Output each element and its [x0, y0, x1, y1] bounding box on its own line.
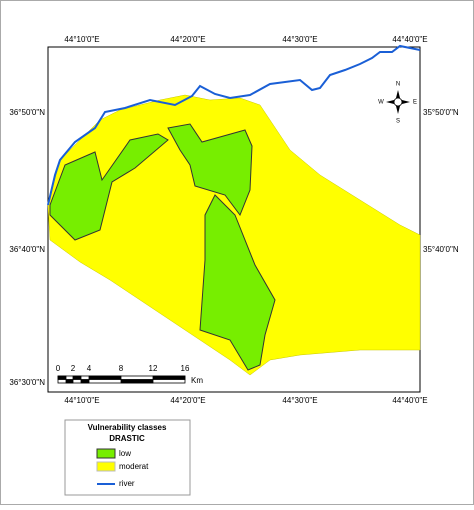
legend-swatch-low — [96, 448, 116, 459]
scale-label: 0 — [56, 364, 61, 373]
compass — [386, 90, 410, 114]
right-coordinate: 35°50'0"N — [423, 108, 459, 117]
compass-e: E — [413, 100, 417, 106]
bottom-coordinate: 44°20'0"E — [170, 396, 205, 405]
compass-n: N — [396, 82, 400, 88]
scale-label: 4 — [87, 364, 92, 373]
scale-unit: Km — [191, 376, 203, 385]
top-coordinate: 44°20'0"E — [170, 35, 205, 44]
compass-s: S — [396, 119, 400, 125]
scale-label: 16 — [181, 364, 190, 373]
low-zone — [49, 133, 169, 241]
scale-bar — [57, 375, 186, 384]
scale-label: 12 — [149, 364, 158, 373]
legend-swatch-moderate — [96, 461, 116, 472]
left-coordinate: 36°30'0"N — [9, 378, 45, 387]
river — [47, 44, 421, 206]
top-coordinate: 44°40'0"E — [392, 35, 427, 44]
legend-label: river — [119, 479, 135, 488]
bottom-coordinate: 44°40'0"E — [392, 396, 427, 405]
right-coordinate: 35°40'0"N — [423, 245, 459, 254]
compass-w: W — [378, 100, 384, 106]
scale-label: 8 — [119, 364, 124, 373]
scale-label: 2 — [71, 364, 76, 373]
bottom-coordinate: 44°30'0"E — [282, 396, 317, 405]
bottom-coordinate: 44°10'0"E — [64, 396, 99, 405]
low-zone — [167, 123, 253, 217]
legend-title: Vulnerability classes — [88, 423, 167, 432]
legend-subtitle: DRASTIC — [109, 434, 145, 443]
top-coordinate: 44°30'0"E — [282, 35, 317, 44]
left-coordinate: 36°50'0"N — [9, 108, 45, 117]
legend-box — [64, 419, 191, 496]
legend-label: moderat — [119, 462, 149, 471]
top-coordinate: 44°10'0"E — [64, 35, 99, 44]
legend-label: low — [119, 449, 131, 458]
left-coordinate: 36°40'0"N — [9, 245, 45, 254]
low-zone — [199, 194, 276, 371]
